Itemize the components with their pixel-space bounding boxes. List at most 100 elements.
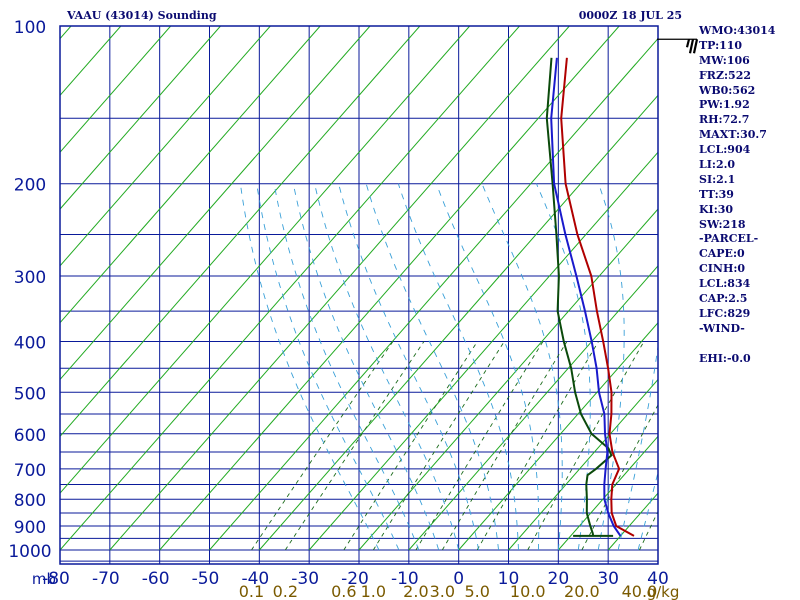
isotherm-line (209, 37, 658, 551)
pressure-tick-label: 500 (14, 384, 46, 404)
isotherm-line (109, 26, 570, 551)
parcel-section-heading: -PARCEL- (699, 232, 759, 246)
moist-adiabat-line (481, 183, 563, 551)
stat-sweat-index: SW:218 (699, 217, 746, 231)
isotherm-line (60, 26, 172, 154)
wind-barb-flag (688, 39, 695, 54)
chart-title: VAAU (43014) Sounding (67, 9, 217, 22)
temperature-tick-label: -30 (291, 569, 319, 589)
isotherm-line (308, 151, 658, 551)
moist-adiabat-line (292, 183, 440, 551)
temperature-tick-label: -50 (192, 569, 220, 589)
stat-total-totals: TT:39 (699, 187, 734, 201)
temperature-tick-label: -60 (142, 569, 170, 589)
temperature-tick-label: -20 (341, 569, 369, 589)
plot-border (59, 25, 659, 565)
isotherm-line (60, 26, 271, 267)
axis-unit-labels: mb g/kg (32, 570, 679, 600)
pressure-tick-label: 100 (14, 18, 46, 38)
isotherm-line (60, 26, 520, 551)
pressure-tick-label: 300 (14, 268, 46, 288)
stat-max-wind: MW:106 (699, 53, 750, 67)
mixing-ratio-tick-label: 3.0 (430, 582, 455, 600)
pressure-tick-label: 1000 (8, 542, 51, 562)
mixing-ratio-tick-labels: 0.1 0.2 0.6 1.0 2.0 3.0 5.0 10.0 20.0 40.0 (239, 582, 657, 600)
moist-adiabat-line (273, 183, 420, 551)
isotherm-line (60, 26, 421, 438)
isotherm-line (60, 26, 471, 494)
stat-lcl: LCL:904 (699, 143, 751, 157)
isotherm-line (408, 265, 658, 551)
isotherm-line (60, 26, 221, 210)
mixing-ratio-unit-label: g/kg (647, 583, 680, 600)
plot-frame (59, 25, 659, 565)
mixing-ratio-tick-label: 10.0 (510, 582, 546, 600)
pressure-tick-label: 800 (14, 491, 46, 511)
stat-tropopause: TP:110 (699, 38, 743, 52)
stat-wet-bulb-zero: WB0:562 (699, 83, 756, 97)
temperature-tick-label: 20 (548, 569, 570, 589)
wind-barb-half-flag (685, 38, 691, 48)
mixing-ratio-tick-label: 1.0 (361, 582, 386, 600)
stat-k-index: KI:30 (699, 202, 734, 216)
stat-ehi: EHI:-0.0 (699, 351, 751, 365)
mixing-ratio-line (639, 510, 658, 551)
wind-section-heading: -WIND- (699, 321, 745, 335)
moist-adiabat-line (365, 183, 499, 551)
pressure-tick-label: 400 (14, 333, 46, 353)
moist-adiabat-line (435, 183, 540, 551)
stat-parcel-lcl: LCL:834 (699, 277, 751, 291)
isotherm-line (258, 94, 658, 551)
mixing-ratio-line (441, 341, 568, 551)
isotherm-line (60, 26, 321, 324)
stat-cinh: CINH:0 (699, 262, 746, 276)
mixing-ratio-line (343, 341, 478, 551)
pressure-tick-label: 900 (14, 518, 46, 538)
isotherm-line (60, 26, 371, 381)
mixing-ratio-tick-label: 2.0 (403, 582, 428, 600)
mixing-ratio-tick-label: 5.0 (464, 582, 489, 600)
moist-adiabat-line (338, 183, 480, 551)
isotherm-line (159, 26, 620, 551)
mixing-ratio-tick-label: 0.1 (239, 582, 264, 600)
stat-lifted-index: LI:2.0 (699, 158, 736, 172)
temperature-tick-label: 30 (597, 569, 619, 589)
temperature-tick-label: -40 (241, 569, 269, 589)
parcel-profile-line (550, 57, 622, 537)
stat-spacer (699, 337, 775, 352)
isotherm-line (358, 208, 658, 551)
pressure-tick-label: 600 (14, 426, 46, 446)
pressure-tick-label: 200 (14, 176, 46, 196)
wind-barbs (657, 38, 699, 54)
temperature-tick-label: 40 (647, 569, 669, 589)
moist-adiabat-line (239, 183, 380, 551)
dewpoint-profile-line (545, 57, 613, 537)
background-lines (60, 26, 658, 564)
mixing-ratio-line (372, 341, 505, 551)
stat-max-temperature: MAXT:30.7 (699, 128, 767, 142)
mixing-ratio-line (251, 341, 394, 551)
stat-cape: CAPE:0 (699, 247, 745, 261)
temperature-tick-labels: -80 -70 -60 -50 -40 -30 -20 -10 0 10 20 30 40 (42, 569, 669, 589)
temperature-tick-label: -70 (92, 569, 120, 589)
temperature-tick-label: -80 (42, 569, 70, 589)
pressure-tick-label: 700 (14, 461, 46, 481)
stat-relative-humidity: RH:72.7 (699, 113, 750, 127)
temperature-profile-line (560, 57, 635, 537)
temperature-tick-label: 10 (498, 569, 520, 589)
sounding-timestamp: 0000Z 18 JUL 25 (578, 9, 682, 22)
stat-precipitable-water: PW:1.92 (699, 98, 750, 112)
mixing-ratio-line (476, 341, 599, 551)
mixing-ratio-tick-label: 0.2 (273, 582, 298, 600)
wind-barb-flag (692, 39, 699, 54)
stat-freezing-level: FRZ:522 (699, 68, 752, 82)
mixing-ratio-line (581, 403, 658, 551)
isotherm-line (557, 435, 658, 551)
stat-wmo: WMO:43014 (699, 24, 776, 37)
mixing-ratio-tick-label: 20.0 (564, 582, 600, 600)
isotherm-line (508, 378, 658, 551)
mixing-ratio-line (284, 341, 425, 551)
mixing-ratio-tick-label: 0.6 (331, 582, 356, 600)
sounding-profiles (545, 57, 635, 537)
